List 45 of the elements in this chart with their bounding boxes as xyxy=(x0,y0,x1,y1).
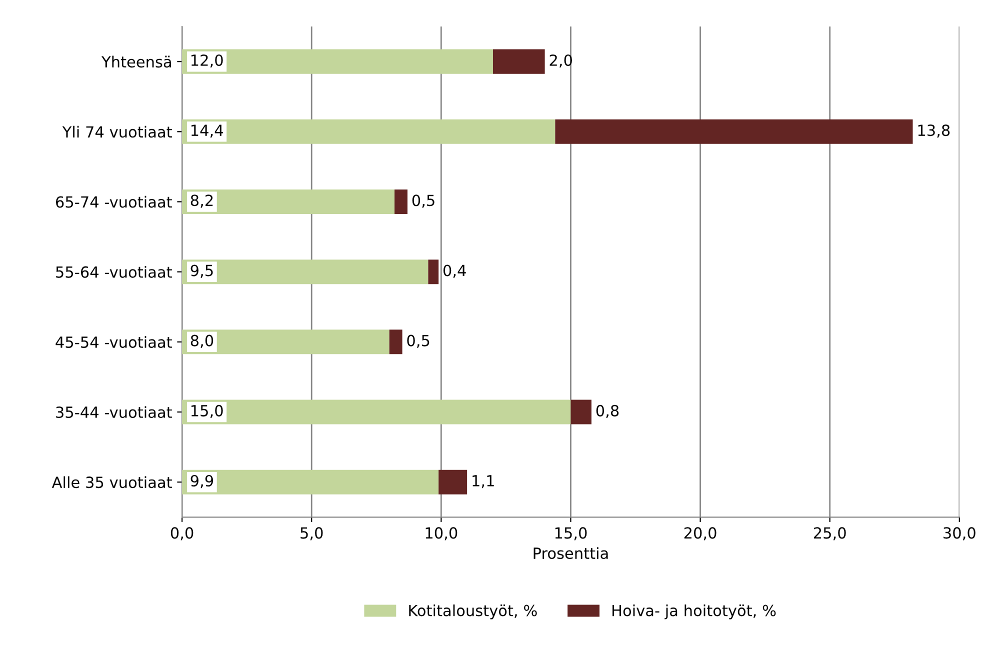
legend-label: Kotitaloustyöt, % xyxy=(409,604,537,620)
data-label: 0,8 xyxy=(596,404,619,418)
bar xyxy=(492,49,545,74)
bar xyxy=(428,260,439,284)
data-label: 12,0 xyxy=(191,54,223,68)
x-axis-title: Prosenttia xyxy=(534,547,608,560)
x-tick-label: 0,0 xyxy=(170,527,194,540)
data-label: 9,5 xyxy=(190,264,213,278)
y-tick-label: 55-64 -vuotiaat xyxy=(56,266,172,278)
bar xyxy=(394,189,408,214)
data-label: 8,2 xyxy=(190,194,213,208)
bar xyxy=(182,260,428,284)
bar xyxy=(438,470,468,494)
data-label: 0,4 xyxy=(443,264,466,278)
bar xyxy=(182,470,439,494)
y-tick-label: Yhteensä xyxy=(101,56,171,68)
bar xyxy=(570,400,592,424)
x-tick-label: 5,0 xyxy=(300,527,323,540)
x-tick-label: 10,0 xyxy=(426,527,458,540)
y-tick-label: 45-54 -vuotiaat xyxy=(56,336,172,348)
data-label: 8,0 xyxy=(190,334,214,348)
bar xyxy=(182,330,390,354)
data-label: 1,1 xyxy=(472,475,494,488)
data-label: 13,8 xyxy=(918,124,950,138)
x-tick-label: 20,0 xyxy=(684,527,716,540)
bar xyxy=(389,330,402,354)
data-label: 0,5 xyxy=(412,194,434,208)
bar xyxy=(182,119,556,144)
bar xyxy=(555,119,913,144)
y-tick-label: Yli 74 vuotiaat xyxy=(62,126,172,138)
y-tick-label: 35-44 -vuotiaat xyxy=(56,406,172,418)
bar xyxy=(182,49,493,74)
data-label: 9,9 xyxy=(190,474,214,488)
y-tick-label: Alle 35 vuotiaat xyxy=(52,476,172,488)
legend-label: Hoiva- ja hoitotyöt, % xyxy=(612,604,776,620)
data-label: 0,5 xyxy=(407,334,430,348)
bar xyxy=(182,400,571,424)
data-label: 2,0 xyxy=(550,54,572,68)
data-label: 15,0 xyxy=(191,404,223,418)
x-tick-label: 25,0 xyxy=(814,527,846,540)
y-tick-label: 65-74 -vuotiaat xyxy=(56,196,172,208)
bar xyxy=(182,189,395,214)
x-tick-label: 30,0 xyxy=(944,527,976,540)
x-tick-label: 15,0 xyxy=(555,527,587,540)
data-label: 14,4 xyxy=(191,124,223,138)
